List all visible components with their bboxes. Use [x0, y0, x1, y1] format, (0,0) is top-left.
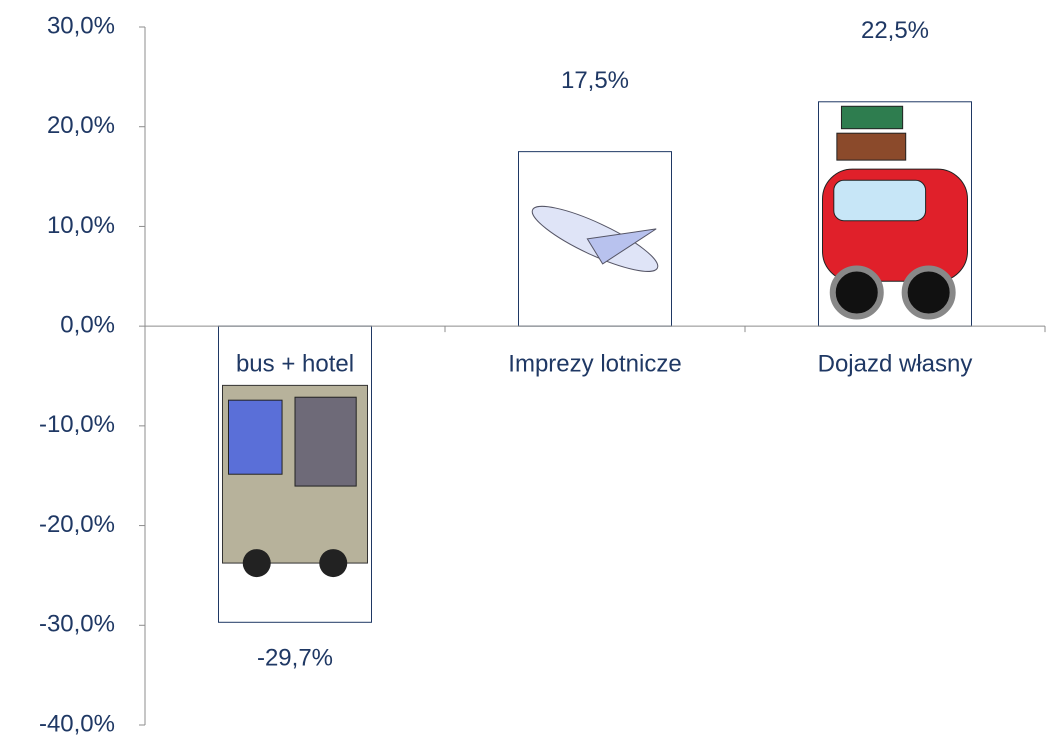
car-wheel: [833, 268, 881, 316]
value-label: 17,5%: [561, 67, 629, 94]
y-tick-label: -40,0%: [39, 710, 115, 737]
y-tick-label: -10,0%: [39, 411, 115, 438]
y-tick-label: -20,0%: [39, 511, 115, 538]
value-label: 22,5%: [861, 17, 929, 44]
bus-wheel: [243, 549, 271, 577]
bar-icon: [223, 385, 368, 577]
chart: -40,0% -30,0% -20,0% -10,0% 0,0% 10,0% 20,0% 30…: [0, 0, 1049, 740]
suitcase: [837, 133, 906, 160]
x-tick-label: bus + hotel: [236, 350, 354, 377]
value-label: -29,7%: [257, 645, 333, 672]
x-tick-label: Imprezy lotnicze: [508, 350, 681, 377]
y-tick-label: -30,0%: [39, 611, 115, 638]
y-tick-label: 0,0%: [60, 311, 115, 338]
car-window: [834, 180, 926, 220]
car-wheel: [905, 268, 953, 316]
bus-window: [229, 400, 283, 474]
y-tick-label: 10,0%: [47, 212, 115, 239]
x-tick-label: Dojazd własny: [818, 350, 973, 377]
bus-wheel: [319, 549, 347, 577]
bus-front: [295, 397, 356, 486]
suitcase: [841, 106, 902, 128]
y-tick-label: 20,0%: [47, 112, 115, 139]
y-tick-label: 30,0%: [47, 12, 115, 39]
